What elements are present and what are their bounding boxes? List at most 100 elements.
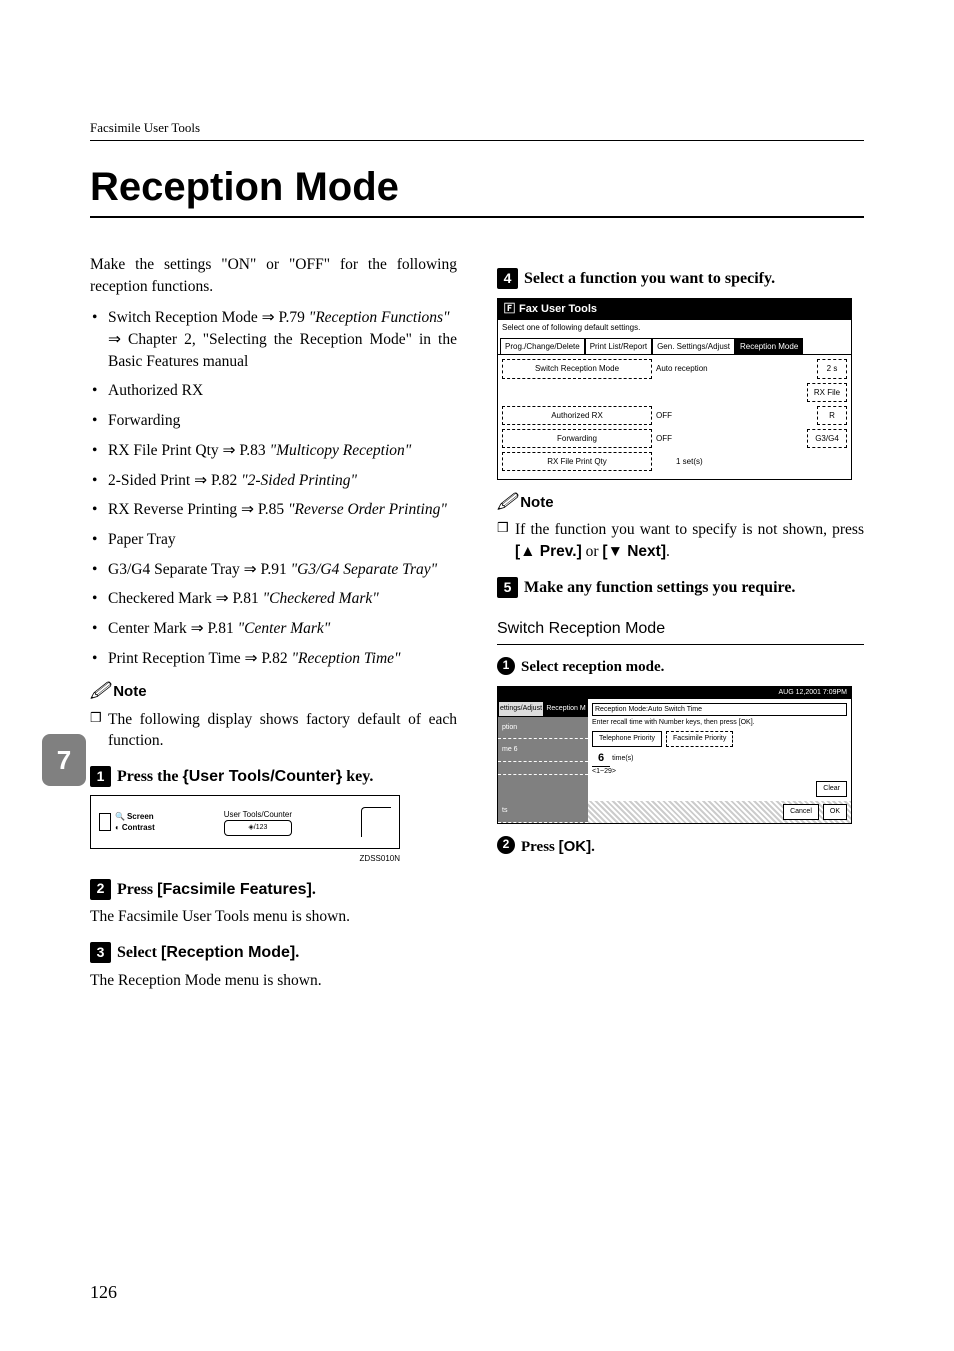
fax-right-btn[interactable]: G3/G4 [807,429,847,448]
recep-timestamp: AUG 12,2001 7:09PM [588,687,851,699]
time-unit: time(s) [612,754,633,764]
step-3: 3 Select [Reception Mode]. [90,942,457,964]
step2-post: . [312,881,316,898]
fax-val: OFF [656,433,672,444]
right-column: 4 Select a function you want to specify.… [497,254,864,997]
substep-1-text: Select reception mode. [521,657,664,678]
substep-2-text: Press [OK]. [521,836,595,858]
step3-post: . [295,944,299,961]
bullet-text: G3/G4 Separate Tray ⇒ P.91 [108,561,291,578]
step-3-text: Select [Reception Mode]. [117,942,299,964]
intro-text: Make the settings "ON" or "OFF" for the … [90,254,457,297]
fax-user-tools-screen: 🄵 Fax User Tools Select one of following… [497,298,852,481]
note-heading-4: 🖉 Note [497,490,864,515]
bullet-item: Forwarding [90,410,457,432]
note-item: The following display shows factory defa… [90,709,457,752]
fax-val: OFF [656,410,672,421]
bullet-item: 2-Sided Print ⇒ P.82 "2-Sided Printing" [90,470,457,492]
step1-pre: Press the [117,768,182,785]
chapter-tab: 7 [42,734,86,786]
bullet-text: RX Reverse Printing ⇒ P.85 [108,501,288,518]
sub2-post: . [591,839,595,855]
fax-row: RX File Print Qty 1 set(s) [502,452,847,471]
step-4-text: Select a function you want to specify. [524,268,775,290]
substep-2-icon: 2 [497,836,515,854]
prev-key: [▲ Prev.] [515,543,582,560]
bullet-text: Switch Reception Mode ⇒ P.79 [108,309,309,326]
recep-right-panel: AUG 12,2001 7:09PM Reception Mode:Auto S… [588,687,851,823]
note-label: Note [113,681,146,702]
fax-right-btn[interactable]: 2 s [817,359,847,378]
switch-reception-button[interactable]: Switch Reception Mode [502,359,652,378]
authorized-rx-button[interactable]: Authorized RX [502,406,652,425]
recep-hint: Enter recall time with Number keys, then… [592,718,847,728]
bullet-text: Authorized RX [108,382,203,399]
bullet-text: Forwarding [108,412,180,429]
step-number-2-icon: 2 [90,879,111,900]
bullet-ref: "Multicopy Reception" [270,442,412,459]
bullet-text: Print Reception Time ⇒ P.82 [108,650,292,667]
fax-right-btn[interactable]: RX File [807,383,847,402]
recep-left-row [498,762,588,775]
forwarding-button[interactable]: Forwarding [502,429,652,448]
bullet-ref: "Reception Time" [292,650,401,667]
function-bullets: Switch Reception Mode ⇒ P.79 "Reception … [90,307,457,669]
recep-left-row: ts [498,800,588,823]
bullet-item: Checkered Mark ⇒ P.81 "Checkered Mark" [90,588,457,610]
step-number-3-icon: 3 [90,942,111,963]
telephone-priority-button[interactable]: Telephone Priority [592,731,662,747]
user-tools-button[interactable]: ◈/123 [224,820,292,836]
fax-tab-gen[interactable]: Gen. Settings/Adjust [652,338,735,354]
recep-left-row: me 6 [498,739,588,762]
fax-subtitle: Select one of following default settings… [498,320,851,335]
illustration-caption: ZDSS010N [90,853,400,864]
step-1-text: Press the {User Tools/Counter} key. [117,766,373,788]
left-column: Make the settings "ON" or "OFF" for the … [90,254,457,997]
bullet-item: Authorized RX [90,380,457,402]
cancel-button[interactable]: Cancel [783,804,819,820]
fax-tabs: Prog./Change/Delete Print List/Report Ge… [498,335,851,355]
bullet-text: RX File Print Qty ⇒ P.83 [108,442,270,459]
step-1: 1 Press the {User Tools/Counter} key. [90,766,457,788]
bullet-text: Checkered Mark ⇒ P.81 [108,590,263,607]
bullet-text: 2-Sided Print ⇒ P.82 [108,472,241,489]
screen-label: Screen [127,811,154,822]
fax-titlebar: 🄵 Fax User Tools [498,299,851,320]
step3-key: [Reception Mode] [161,944,295,961]
clear-button[interactable]: Clear [816,781,847,797]
fax-tab-print[interactable]: Print List/Report [585,338,652,354]
step-number-4-icon: 4 [497,268,518,289]
bullet-item: RX File Print Qty ⇒ P.83 "Multicopy Rece… [90,440,457,462]
ok-button[interactable]: OK [823,804,847,820]
magnifier-icon: 🔍 [115,811,125,822]
pencil-icon: 🖉 [90,679,109,704]
bullet-ref: "Center Mark" [238,620,331,637]
sub2-pre: Press [521,839,559,855]
contrast-icon: ◐ [115,822,120,833]
recep-tab-settings[interactable]: ettings/Adjust [498,701,544,717]
contrast-label: Contrast [122,822,155,833]
key-left: 🔍Screen ◐Contrast [99,811,155,833]
fax-tab-prog[interactable]: Prog./Change/Delete [500,338,585,354]
recep-left-tabs: ettings/Adjust Reception M [498,701,588,717]
user-tools-key-illustration: 🔍Screen ◐Contrast User Tools/Counter ◈/1… [90,795,400,849]
note4-mid: or [582,543,603,560]
recep-tab-reception[interactable]: Reception M [544,701,588,717]
fax-right-btn[interactable]: R [817,406,847,425]
note-item: If the function you want to specify is n… [497,519,864,562]
note-list: The following display shows factory defa… [90,709,457,752]
switch-reception-subheading: Switch Reception Mode [497,618,864,644]
fax-tab-reception[interactable]: Reception Mode [735,338,803,354]
fax-val: 1 set(s) [676,456,703,467]
bullet-item: Paper Tray [90,529,457,551]
fax-row: RX File [502,383,847,402]
step-5-text: Make any function settings you require. [524,577,795,599]
bullet-ref: "Reverse Order Printing" [288,501,447,518]
pencil-icon: 🖉 [497,490,516,515]
substep-1: 1 Select reception mode. [497,657,864,678]
rx-file-print-qty-button[interactable]: RX File Print Qty [502,452,652,471]
header-section: Facsimile User Tools [90,120,864,141]
note4-pre: If the function you want to specify is n… [515,521,864,538]
time-range: <1~29> [592,767,847,777]
facsimile-priority-button[interactable]: Facsimile Priority [666,731,733,747]
